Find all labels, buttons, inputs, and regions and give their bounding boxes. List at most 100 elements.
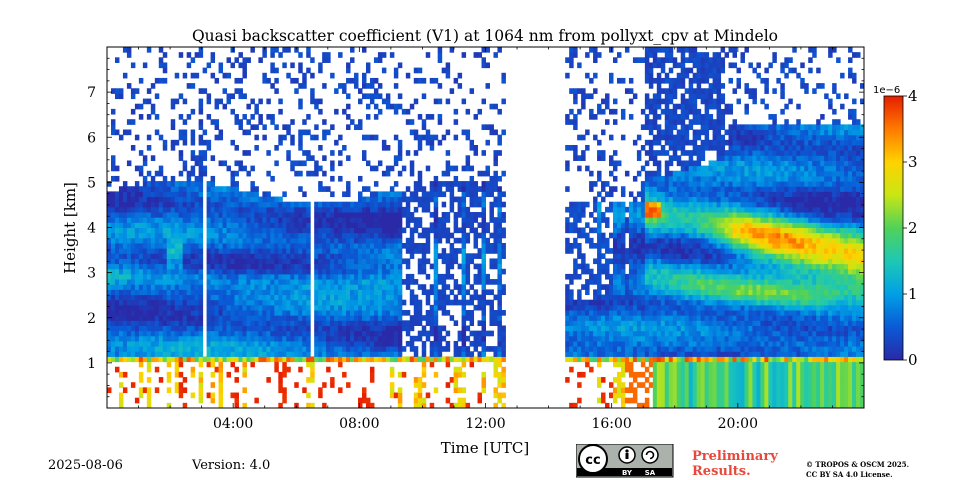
heatmap-cell bbox=[453, 371, 459, 378]
heatmap-cell bbox=[234, 299, 239, 306]
heatmap-cell bbox=[581, 263, 586, 270]
heatmap-cell bbox=[334, 139, 339, 146]
heatmap-cell bbox=[338, 315, 343, 321]
heatmap-cell bbox=[274, 201, 279, 208]
heatmap-cell bbox=[668, 181, 674, 187]
heatmap-cell bbox=[648, 320, 654, 326]
heatmap-cell bbox=[668, 93, 674, 100]
heatmap-cell bbox=[469, 351, 475, 357]
heatmap-cell bbox=[616, 320, 622, 326]
heatmap-cell bbox=[234, 242, 239, 249]
heatmap-cell bbox=[445, 258, 451, 265]
heatmap-cell bbox=[214, 356, 220, 363]
heatmap-cell bbox=[330, 212, 335, 218]
heatmap-cell bbox=[652, 242, 658, 249]
heatmap-cell bbox=[640, 237, 646, 244]
heatmap-cell bbox=[166, 263, 172, 270]
heatmap-cell bbox=[501, 77, 506, 84]
heatmap-cell bbox=[166, 196, 172, 203]
heatmap-cell bbox=[107, 304, 112, 311]
heatmap-cell bbox=[644, 325, 650, 332]
heatmap-cell bbox=[182, 279, 188, 285]
heatmap-cell bbox=[457, 248, 463, 254]
heatmap-cell bbox=[134, 284, 140, 290]
heatmap-cell bbox=[122, 284, 128, 290]
heatmap-cell bbox=[373, 330, 379, 337]
heatmap-cell bbox=[612, 201, 618, 208]
heatmap-cell bbox=[110, 124, 116, 131]
heatmap-cell bbox=[648, 340, 654, 347]
heatmap-cell bbox=[210, 217, 216, 223]
heatmap-cell bbox=[445, 170, 451, 177]
heatmap-cell bbox=[668, 196, 674, 203]
heatmap-cell bbox=[258, 98, 263, 105]
heatmap-cell bbox=[397, 351, 403, 357]
heatmap-cell bbox=[465, 325, 471, 332]
heatmap-cell bbox=[230, 263, 235, 270]
heatmap-cell bbox=[573, 242, 578, 249]
heatmap-cell bbox=[481, 217, 486, 223]
heatmap-cell bbox=[242, 206, 247, 213]
heatmap-area bbox=[107, 47, 864, 408]
heatmap-cell bbox=[190, 206, 196, 213]
heatmap-cell bbox=[493, 52, 498, 58]
heatmap-cell bbox=[656, 294, 662, 301]
heatmap-cell bbox=[218, 382, 224, 388]
heatmap-cell bbox=[597, 201, 602, 208]
heatmap-cell bbox=[389, 387, 395, 394]
heatmap-cell bbox=[425, 273, 431, 280]
heatmap-cell bbox=[174, 382, 180, 388]
heatmap-cell bbox=[166, 346, 172, 352]
heatmap-cell bbox=[668, 98, 674, 105]
heatmap-cell bbox=[664, 263, 670, 270]
heatmap-cell bbox=[190, 150, 196, 156]
heatmap-cell bbox=[198, 346, 204, 352]
heatmap-cell bbox=[126, 237, 132, 244]
heatmap-cell bbox=[262, 346, 267, 352]
heatmap-cell bbox=[342, 263, 347, 270]
heatmap-cell bbox=[214, 232, 220, 239]
heatmap-cell bbox=[174, 98, 180, 105]
heatmap-cell bbox=[322, 320, 327, 326]
heatmap-cell bbox=[409, 315, 415, 321]
heatmap-cell bbox=[346, 351, 351, 357]
heatmap-cell bbox=[318, 330, 323, 337]
heatmap-cell bbox=[437, 98, 443, 105]
heatmap-cell bbox=[358, 98, 363, 105]
heatmap-cell bbox=[178, 253, 184, 259]
heatmap-cell bbox=[330, 217, 335, 223]
heatmap-cell bbox=[493, 175, 498, 182]
heatmap-cell bbox=[270, 232, 275, 239]
heatmap-cell bbox=[162, 289, 168, 296]
heatmap-cell bbox=[652, 253, 658, 259]
heatmap-cell bbox=[342, 258, 347, 265]
heatmap-cell bbox=[214, 263, 220, 270]
heatmap-cell bbox=[290, 139, 295, 146]
heatmap-cell bbox=[222, 284, 228, 290]
heatmap-cell bbox=[130, 232, 136, 239]
heatmap-cell bbox=[350, 289, 355, 296]
heatmap-cell bbox=[314, 351, 319, 357]
heatmap-cell bbox=[126, 217, 132, 223]
heatmap-cell bbox=[672, 253, 678, 259]
heatmap-cell bbox=[266, 114, 271, 120]
heatmap-cell bbox=[609, 191, 614, 198]
heatmap-cell bbox=[636, 227, 642, 234]
heatmap-cell bbox=[306, 356, 311, 363]
heatmap-cell bbox=[270, 294, 275, 301]
heatmap-cell bbox=[310, 361, 315, 368]
heatmap-cell bbox=[162, 273, 168, 280]
heatmap-cell bbox=[294, 320, 299, 326]
heatmap-cell bbox=[393, 253, 399, 259]
heatmap-cell bbox=[453, 237, 459, 244]
heatmap-cell bbox=[242, 289, 247, 296]
heatmap-cell bbox=[477, 248, 483, 254]
heatmap-cell bbox=[453, 248, 459, 254]
heatmap-cell bbox=[346, 284, 351, 290]
heatmap-cell bbox=[107, 346, 112, 352]
heatmap-cell bbox=[425, 191, 431, 198]
heatmap-cell bbox=[358, 335, 363, 342]
heatmap-cell bbox=[585, 340, 590, 347]
heatmap-cell bbox=[441, 325, 447, 332]
heatmap-cell bbox=[242, 402, 247, 408]
